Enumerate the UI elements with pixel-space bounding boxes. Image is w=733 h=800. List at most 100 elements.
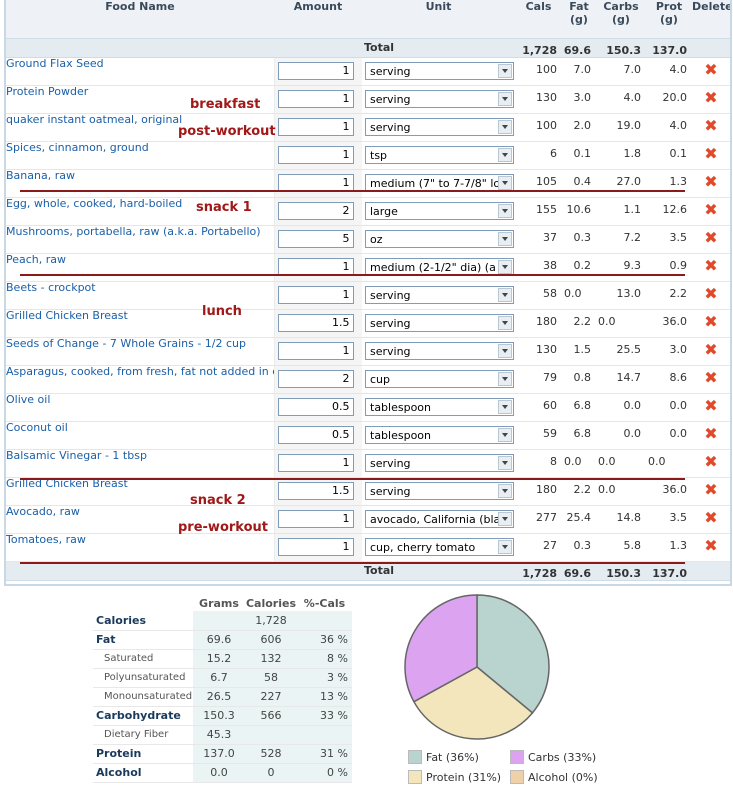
col-fat-label: Fat — [569, 0, 589, 13]
amount-input[interactable] — [277, 425, 354, 444]
amount-input[interactable] — [277, 481, 354, 500]
annotation-breakfast: breakfast — [190, 97, 261, 112]
unit-select[interactable]: serving — [365, 481, 514, 500]
unit-select[interactable]: serving — [365, 61, 514, 80]
chevron-down-icon[interactable] — [498, 343, 512, 358]
unit-select[interactable]: medium (7" to 7-7/8" lo — [365, 173, 514, 192]
delete-x-icon[interactable]: ✖ — [704, 535, 718, 555]
delete-x-icon[interactable]: ✖ — [704, 339, 718, 359]
delete-x-icon[interactable]: ✖ — [704, 227, 718, 247]
food-name-link[interactable]: Beets - crockpot — [6, 281, 274, 310]
chevron-down-icon[interactable] — [498, 91, 512, 106]
unit-select[interactable]: serving — [365, 313, 514, 332]
chevron-down-icon[interactable] — [498, 427, 512, 442]
chevron-down-icon[interactable] — [498, 259, 512, 274]
unit-cell: avocado, California (bla — [362, 505, 515, 534]
amount-input[interactable] — [277, 537, 354, 556]
unit-select[interactable]: tsp — [365, 145, 514, 164]
unit-select[interactable]: cup — [365, 369, 514, 388]
delete-x-icon[interactable]: ✖ — [704, 507, 718, 527]
unit-select[interactable]: cup, cherry tomato — [365, 537, 514, 556]
amount-input[interactable] — [277, 313, 354, 332]
legend-protein-label: Protein (31%) — [426, 771, 502, 784]
amount-input[interactable] — [277, 89, 354, 108]
total-carbs: 150.3 — [596, 561, 646, 581]
chevron-down-icon[interactable] — [498, 511, 512, 526]
chevron-down-icon[interactable] — [498, 399, 512, 414]
delete-x-icon[interactable]: ✖ — [704, 283, 718, 303]
unit-select[interactable]: serving — [365, 453, 514, 472]
chevron-down-icon[interactable] — [498, 371, 512, 386]
amount-input[interactable] — [277, 257, 354, 276]
unit-select[interactable]: medium (2-1/2" dia) (a — [365, 257, 514, 276]
amount-input[interactable] — [277, 453, 354, 472]
chevron-down-icon[interactable] — [498, 175, 512, 190]
food-name-link[interactable]: Ground Flax Seed — [6, 57, 274, 86]
unit-select[interactable]: avocado, California (bla — [365, 509, 514, 528]
unit-select[interactable]: oz — [365, 229, 514, 248]
amount-input[interactable] — [277, 341, 354, 360]
amount-cell — [273, 197, 362, 226]
unit-select[interactable]: serving — [365, 285, 514, 304]
food-name-link[interactable]: Balsamic Vinegar - 1 tbsp — [6, 449, 274, 478]
chevron-down-icon[interactable] — [498, 483, 512, 498]
food-name-link[interactable]: Olive oil — [6, 393, 274, 422]
amount-input[interactable] — [277, 145, 354, 164]
amount-input[interactable] — [277, 173, 354, 192]
amount-input[interactable] — [277, 369, 354, 388]
delete-x-icon[interactable]: ✖ — [704, 479, 718, 499]
chevron-down-icon[interactable] — [498, 539, 512, 554]
food-name-link[interactable]: Avocado, raw — [6, 505, 274, 534]
amount-input[interactable] — [277, 397, 354, 416]
unit-select[interactable]: serving — [365, 89, 514, 108]
food-name-link[interactable]: Seeds of Change - 7 Whole Grains - 1/2 c… — [6, 337, 274, 366]
delete-x-icon[interactable]: ✖ — [704, 451, 718, 471]
food-name-link[interactable]: Tomatoes, raw — [6, 533, 274, 562]
chevron-down-icon[interactable] — [498, 147, 512, 162]
delete-x-icon[interactable]: ✖ — [704, 115, 718, 135]
unit-select[interactable]: tablespoon — [365, 397, 514, 416]
delete-x-icon[interactable]: ✖ — [704, 199, 718, 219]
unit-select[interactable]: serving — [365, 117, 514, 136]
food-name-link[interactable]: Banana, raw — [6, 169, 274, 198]
prot-cell: 3.5 — [646, 225, 692, 254]
chevron-down-icon[interactable] — [498, 455, 512, 470]
cals-cell: 59 — [515, 421, 562, 450]
amount-input[interactable] — [277, 229, 354, 248]
food-name-link[interactable]: Grilled Chicken Breast — [6, 309, 274, 338]
delete-x-icon[interactable]: ✖ — [704, 87, 718, 107]
delete-x-icon[interactable]: ✖ — [704, 395, 718, 415]
delete-x-icon[interactable]: ✖ — [704, 143, 718, 163]
delete-x-icon[interactable]: ✖ — [704, 423, 718, 443]
delete-x-icon[interactable]: ✖ — [704, 255, 718, 275]
delete-x-icon[interactable]: ✖ — [704, 367, 718, 387]
food-name-link[interactable]: quaker instant oatmeal, original — [6, 113, 274, 142]
unit-select[interactable]: serving — [365, 341, 514, 360]
food-name-link[interactable]: Grilled Chicken Breast — [6, 477, 274, 506]
chevron-down-icon[interactable] — [498, 315, 512, 330]
macro-row: Alcohol 0.0 0 0 % — [93, 763, 352, 783]
food-name-link[interactable]: Egg, whole, cooked, hard-boiled — [6, 197, 274, 226]
chevron-down-icon[interactable] — [498, 203, 512, 218]
delete-x-icon[interactable]: ✖ — [704, 311, 718, 331]
chevron-down-icon[interactable] — [498, 287, 512, 302]
unit-select[interactable]: large — [365, 201, 514, 220]
chevron-down-icon[interactable] — [498, 119, 512, 134]
amount-input[interactable] — [277, 285, 354, 304]
food-name-link[interactable]: Asparagus, cooked, from fresh, fat not a… — [6, 365, 274, 394]
food-name-link[interactable]: Protein Powder — [6, 85, 274, 114]
food-row: Ground Flax Seedserving1007.07.04.0✖ — [6, 57, 730, 86]
chevron-down-icon[interactable] — [498, 231, 512, 246]
food-name-link[interactable]: Coconut oil — [6, 421, 274, 450]
chevron-down-icon[interactable] — [498, 63, 512, 78]
food-name-link[interactable]: Mushrooms, portabella, raw (a.k.a. Porta… — [6, 225, 274, 254]
delete-x-icon[interactable]: ✖ — [704, 59, 718, 79]
amount-input[interactable] — [277, 61, 354, 80]
amount-input[interactable] — [277, 117, 354, 136]
delete-x-icon[interactable]: ✖ — [704, 171, 718, 191]
food-name-link[interactable]: Spices, cinnamon, ground — [6, 141, 274, 170]
amount-input[interactable] — [277, 509, 354, 528]
amount-input[interactable] — [277, 201, 354, 220]
unit-select[interactable]: tablespoon — [365, 425, 514, 444]
food-name-link[interactable]: Peach, raw — [6, 253, 274, 282]
